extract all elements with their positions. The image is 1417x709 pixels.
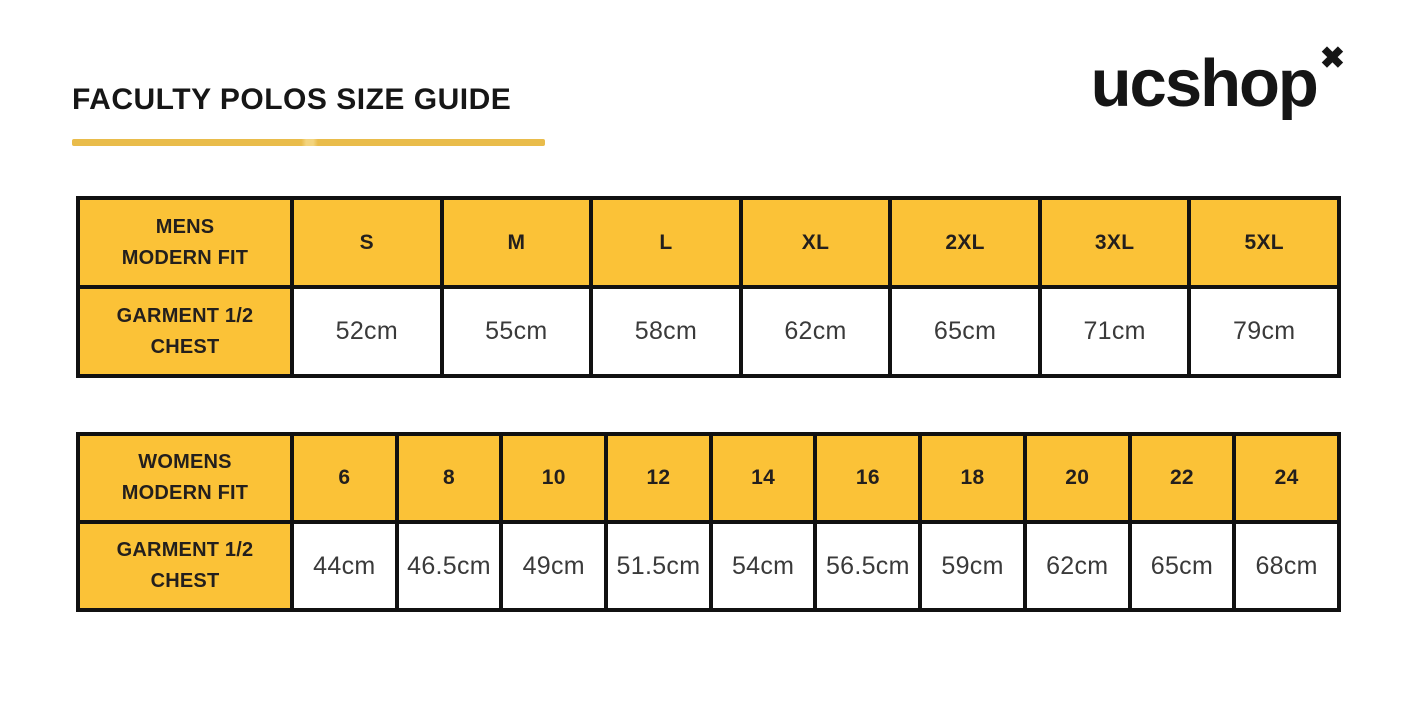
chest-value-cell: 51.5cm (608, 524, 709, 608)
chest-value-cell: 65cm (1131, 524, 1233, 608)
page-title: FACULTY POLOS SIZE GUIDE (72, 83, 512, 116)
chest-value-cell: 49cm (503, 524, 605, 608)
size-header-cell: XL (742, 200, 889, 285)
chest-value-cell: 44cm (294, 524, 395, 608)
fit-label-cell: WOMENS MODERN FIT (80, 436, 290, 520)
measure-label-cell: GARMENT 1/2 CHEST (80, 289, 290, 374)
chest-value-cell: 71cm (1041, 289, 1188, 374)
size-header-cell: 2XL (892, 200, 1038, 285)
chest-value-cell: 54cm (712, 524, 814, 608)
measure-label-cell: GARMENT 1/2 CHEST (80, 524, 290, 608)
size-header-cell: 20 (1026, 436, 1128, 520)
chest-value-cell: 68cm (1236, 524, 1337, 608)
chest-value-cell: 62cm (742, 289, 889, 374)
size-header-cell: 18 (922, 436, 1023, 520)
fit-label-cell: MENS MODERN FIT (80, 200, 290, 285)
size-header-cell: 8 (398, 436, 500, 520)
size-header-cell: 22 (1131, 436, 1233, 520)
chest-value-cell: 52cm (294, 289, 440, 374)
header-row: WOMENS MODERN FIT 6 8 10 12 14 16 18 20 22 24 (80, 436, 1337, 520)
logo-text: ucshop (1090, 46, 1319, 121)
size-header-cell: M (443, 200, 590, 285)
size-header-cell: 12 (608, 436, 709, 520)
size-header-cell: 3XL (1041, 200, 1188, 285)
chest-value-cell: 62cm (1026, 524, 1128, 608)
value-row: GARMENT 1/2 CHEST 44cm 46.5cm 49cm 51.5cm 54… (80, 524, 1337, 608)
chest-value-cell: 59cm (922, 524, 1023, 608)
size-header-cell: 6 (294, 436, 395, 520)
size-header-cell: 16 (817, 436, 919, 520)
chest-value-cell: 65cm (892, 289, 1038, 374)
logo-x-mark-icon: ✖ (1319, 42, 1345, 75)
size-header-cell: L (593, 200, 739, 285)
title-underline (72, 139, 545, 146)
chest-value-cell: 56.5cm (817, 524, 919, 608)
chest-value-cell: 46.5cm (398, 524, 500, 608)
header-row: MENS MODERN FIT S M L XL 2XL 3XL 5XL (80, 200, 1337, 285)
chest-value-cell: 58cm (593, 289, 739, 374)
size-header-cell: 5XL (1191, 200, 1337, 285)
chest-value-cell: 79cm (1191, 289, 1337, 374)
size-header-cell: 14 (712, 436, 814, 520)
size-header-cell: 24 (1236, 436, 1337, 520)
chest-value-cell: 55cm (443, 289, 590, 374)
mens-size-table: MENS MODERN FIT S M L XL 2XL 3XL 5XL GARMENT 1… (76, 196, 1341, 378)
value-row: GARMENT 1/2 CHEST 52cm 55cm 58cm 62cm 65cm 71… (80, 289, 1337, 374)
size-header-cell: 10 (503, 436, 605, 520)
size-header-cell: S (294, 200, 440, 285)
logo: ucshop ✖ (1091, 44, 1345, 118)
womens-size-table: WOMENS MODERN FIT 6 8 10 12 14 16 18 20 22 24 GAR… (76, 432, 1341, 612)
